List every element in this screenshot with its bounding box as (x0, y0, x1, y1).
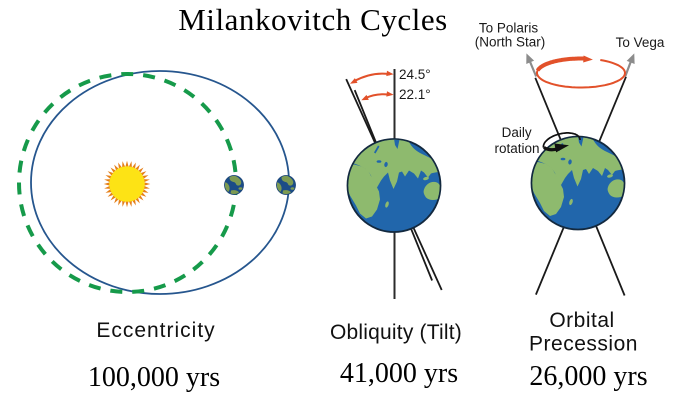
svg-text:Milankovitch Cycles: Milankovitch Cycles (178, 2, 448, 37)
svg-text:41,000 yrs: 41,000 yrs (340, 358, 458, 389)
svg-text:(North Star): (North Star) (475, 35, 546, 50)
svg-text:22.1°: 22.1° (399, 87, 431, 102)
svg-text:26,000 yrs: 26,000 yrs (529, 361, 647, 392)
svg-text:rotation: rotation (494, 141, 539, 156)
svg-text:To Vega: To Vega (616, 35, 665, 50)
svg-text:Precession: Precession (529, 333, 638, 356)
svg-text:24.5°: 24.5° (399, 67, 431, 82)
svg-text:Obliquity (Tilt): Obliquity (Tilt) (330, 321, 462, 344)
svg-text:Eccentricity: Eccentricity (96, 319, 215, 342)
svg-text:To Polaris: To Polaris (479, 21, 539, 36)
svg-text:Orbital: Orbital (549, 309, 614, 332)
svg-text:100,000 yrs: 100,000 yrs (88, 362, 220, 393)
svg-text:Daily: Daily (502, 125, 532, 140)
